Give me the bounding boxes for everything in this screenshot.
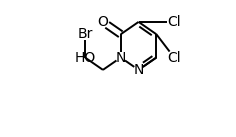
- Text: N: N: [133, 63, 144, 77]
- Text: O: O: [97, 15, 108, 29]
- Text: N: N: [116, 51, 126, 65]
- Text: HO: HO: [75, 51, 96, 65]
- Text: Cl: Cl: [167, 51, 181, 65]
- Text: Br: Br: [77, 27, 93, 41]
- Text: Cl: Cl: [167, 15, 181, 29]
